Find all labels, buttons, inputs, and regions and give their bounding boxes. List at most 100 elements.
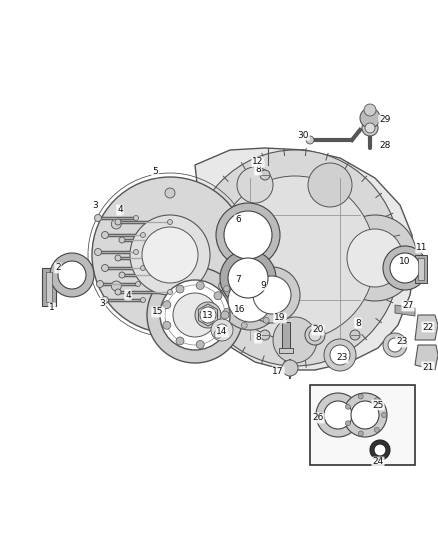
Text: 12: 12 bbox=[252, 157, 264, 166]
Ellipse shape bbox=[237, 167, 273, 203]
Circle shape bbox=[388, 338, 402, 352]
Circle shape bbox=[119, 272, 125, 278]
Circle shape bbox=[316, 393, 360, 437]
Polygon shape bbox=[415, 345, 438, 370]
Polygon shape bbox=[395, 305, 415, 316]
Circle shape bbox=[351, 401, 379, 429]
Circle shape bbox=[96, 280, 103, 287]
Circle shape bbox=[263, 277, 269, 282]
Circle shape bbox=[253, 276, 291, 314]
Polygon shape bbox=[195, 148, 415, 370]
Text: 24: 24 bbox=[372, 457, 384, 466]
Text: 13: 13 bbox=[202, 311, 214, 319]
Text: 30: 30 bbox=[297, 131, 309, 140]
Circle shape bbox=[50, 253, 94, 297]
Text: 5: 5 bbox=[152, 167, 158, 176]
Circle shape bbox=[219, 219, 229, 229]
Circle shape bbox=[374, 427, 379, 432]
Polygon shape bbox=[198, 304, 218, 326]
Bar bbox=[415, 255, 427, 283]
Circle shape bbox=[173, 293, 217, 337]
Circle shape bbox=[111, 219, 121, 229]
Text: 14: 14 bbox=[216, 327, 228, 336]
Circle shape bbox=[142, 227, 198, 283]
Text: 8: 8 bbox=[355, 319, 361, 327]
Circle shape bbox=[330, 345, 350, 365]
Text: 27: 27 bbox=[403, 302, 413, 311]
Circle shape bbox=[228, 278, 272, 322]
Circle shape bbox=[374, 444, 386, 456]
Text: 11: 11 bbox=[416, 244, 428, 253]
Circle shape bbox=[390, 253, 420, 283]
Bar bbox=[279, 348, 293, 353]
Text: 4: 4 bbox=[117, 206, 123, 214]
Circle shape bbox=[167, 220, 173, 224]
Circle shape bbox=[260, 330, 270, 340]
Circle shape bbox=[383, 246, 427, 290]
Ellipse shape bbox=[333, 215, 417, 301]
Circle shape bbox=[147, 267, 243, 363]
Circle shape bbox=[360, 108, 380, 128]
Text: 8: 8 bbox=[255, 334, 261, 343]
Circle shape bbox=[346, 404, 350, 409]
Text: 16: 16 bbox=[234, 305, 246, 314]
Circle shape bbox=[214, 292, 222, 300]
Circle shape bbox=[223, 308, 230, 314]
Circle shape bbox=[92, 177, 248, 333]
Circle shape bbox=[58, 261, 86, 289]
Ellipse shape bbox=[308, 163, 352, 207]
Circle shape bbox=[200, 307, 216, 323]
Bar bbox=[46, 272, 52, 302]
Circle shape bbox=[95, 248, 102, 255]
Circle shape bbox=[305, 325, 325, 345]
Bar bbox=[42, 268, 56, 306]
Circle shape bbox=[165, 188, 175, 198]
Circle shape bbox=[220, 270, 280, 330]
Circle shape bbox=[130, 215, 210, 295]
Circle shape bbox=[223, 286, 230, 292]
Ellipse shape bbox=[273, 317, 317, 363]
Circle shape bbox=[282, 360, 298, 376]
Ellipse shape bbox=[347, 229, 403, 287]
Text: 22: 22 bbox=[422, 322, 434, 332]
Circle shape bbox=[95, 214, 102, 222]
Text: 15: 15 bbox=[152, 308, 164, 317]
Circle shape bbox=[141, 232, 145, 238]
Circle shape bbox=[358, 394, 363, 399]
Circle shape bbox=[381, 413, 386, 417]
Circle shape bbox=[241, 272, 247, 278]
Circle shape bbox=[111, 281, 121, 291]
Circle shape bbox=[134, 215, 138, 221]
Circle shape bbox=[216, 203, 280, 267]
Text: 4: 4 bbox=[125, 290, 131, 300]
Text: 19: 19 bbox=[274, 313, 286, 322]
Circle shape bbox=[350, 330, 360, 340]
Circle shape bbox=[365, 123, 375, 133]
Circle shape bbox=[119, 237, 125, 243]
Circle shape bbox=[163, 301, 171, 309]
Circle shape bbox=[134, 249, 138, 254]
Text: 23: 23 bbox=[396, 337, 408, 346]
Circle shape bbox=[196, 281, 204, 289]
Polygon shape bbox=[415, 315, 438, 340]
Circle shape bbox=[383, 333, 407, 357]
Circle shape bbox=[273, 297, 279, 303]
Circle shape bbox=[221, 311, 229, 319]
Circle shape bbox=[346, 421, 350, 426]
Circle shape bbox=[358, 431, 363, 436]
Bar bbox=[310, 385, 415, 465]
Circle shape bbox=[172, 238, 177, 243]
Text: 21: 21 bbox=[422, 362, 434, 372]
Text: 7: 7 bbox=[235, 276, 241, 285]
Text: 6: 6 bbox=[235, 215, 241, 224]
Circle shape bbox=[263, 317, 269, 324]
Circle shape bbox=[244, 267, 300, 323]
Circle shape bbox=[219, 281, 229, 291]
Circle shape bbox=[102, 264, 109, 271]
Circle shape bbox=[211, 319, 233, 341]
Circle shape bbox=[260, 170, 270, 180]
Circle shape bbox=[324, 401, 352, 429]
Text: 2: 2 bbox=[55, 263, 61, 272]
Circle shape bbox=[135, 281, 141, 287]
Circle shape bbox=[364, 104, 376, 116]
